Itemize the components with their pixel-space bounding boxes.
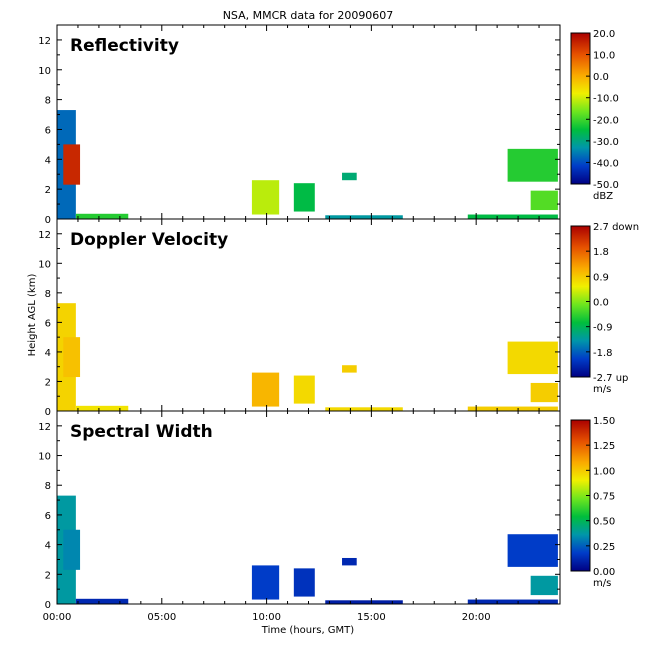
y-axis-label: Height AGL (km) bbox=[27, 274, 38, 357]
echo-region-7 bbox=[325, 215, 403, 219]
colorbar-2: 2.7 down 1.8 0.9 0.0 -0.9 -1.8 -2.7 upm/s bbox=[570, 222, 639, 395]
echo-region-4 bbox=[251, 180, 280, 215]
colorbar-tick-label: 0.00 bbox=[593, 567, 615, 578]
echo-region-2 bbox=[63, 529, 81, 570]
colorbar-tick-label: 0.0 bbox=[593, 298, 609, 309]
echo-region-8 bbox=[467, 599, 558, 604]
y-tick-label: 0 bbox=[45, 215, 51, 226]
colorbar-unit: m/s bbox=[593, 384, 611, 395]
colorbar-tick-label: -20.0 bbox=[593, 115, 619, 126]
echo-region-6 bbox=[342, 557, 357, 566]
echo-region-10 bbox=[530, 382, 558, 403]
y-tick-label: 2 bbox=[45, 185, 51, 196]
x-tick-label: 20:00 bbox=[462, 612, 491, 623]
colorbar-tick-label: -40.0 bbox=[593, 158, 619, 169]
y-tick-label: 2 bbox=[45, 570, 51, 581]
colorbar-tick-label: 1.8 bbox=[593, 247, 609, 258]
chart-title: NSA, MMCR data for 20090607 bbox=[223, 9, 394, 22]
y-tick-label: 12 bbox=[38, 230, 51, 241]
echo-region-8 bbox=[467, 214, 558, 219]
colorbar-tick-label: -30.0 bbox=[593, 137, 619, 148]
colorbar-unit: m/s bbox=[593, 578, 611, 589]
echo-region-3 bbox=[75, 405, 129, 411]
y-tick-label: 8 bbox=[45, 481, 51, 492]
y-tick-label: 6 bbox=[45, 125, 51, 136]
y-tick-label: 10 bbox=[38, 66, 51, 77]
y-tick-label: 0 bbox=[45, 600, 51, 611]
echo-region-3 bbox=[75, 598, 129, 604]
y-tick-label: 8 bbox=[45, 96, 51, 107]
y-tick-label: 6 bbox=[45, 511, 51, 522]
colorbar-tick-label: 2.7 down bbox=[593, 222, 639, 233]
echo-region-2 bbox=[63, 337, 81, 378]
echo-region-2 bbox=[63, 144, 81, 185]
panel-title: Reflectivity bbox=[70, 36, 179, 56]
colorbar-tick-label: 0.75 bbox=[593, 492, 615, 503]
echo-region-10 bbox=[530, 575, 558, 596]
colorbar-tick-label: 0.50 bbox=[593, 517, 615, 528]
colorbar-tick-label: -50.0 bbox=[593, 180, 619, 191]
x-axis-label: Time (hours, GMT) bbox=[261, 625, 355, 636]
colorbar-3: 1.50 1.25 1.00 0.75 0.50 0.25 0.00m/s bbox=[570, 416, 615, 589]
colorbar-tick-label: -2.7 up bbox=[593, 373, 628, 384]
x-tick-label: 10:00 bbox=[252, 612, 281, 623]
echo-region-3 bbox=[75, 213, 129, 219]
y-tick-label: 4 bbox=[45, 348, 51, 359]
colorbar-tick-label: 0.25 bbox=[593, 542, 615, 553]
echo-region-10 bbox=[530, 190, 558, 211]
colorbar-unit: dBZ bbox=[593, 191, 613, 202]
y-tick-label: 2 bbox=[45, 377, 51, 388]
echo-region-4 bbox=[251, 372, 280, 407]
y-tick-label: 10 bbox=[38, 259, 51, 270]
x-tick-label: 05:00 bbox=[147, 612, 176, 623]
colorbar-tick-label: -0.9 bbox=[593, 323, 613, 334]
echo-region-7 bbox=[325, 600, 403, 604]
echo-region-4 bbox=[251, 565, 280, 600]
panel-title: Doppler Velocity bbox=[70, 230, 228, 250]
echo-region-6 bbox=[342, 172, 357, 181]
echo-region-6 bbox=[342, 365, 357, 373]
y-tick-label: 10 bbox=[38, 452, 51, 463]
panel-title: Spectral Width bbox=[70, 422, 213, 442]
echo-region-9 bbox=[507, 341, 558, 375]
panel-2: 0 2 4 6 8 10 12 Doppler Velocity 2.7 down 1.8 0.9 0… bbox=[38, 218, 639, 418]
panel-1: 0 2 4 6 8 10 12 Reflectivity 20.0 10.0 0.0 -10.0 -20… bbox=[38, 24, 619, 226]
x-tick-label: 00:00 bbox=[43, 612, 72, 623]
colorbar-bar bbox=[570, 32, 591, 185]
y-tick-label: 4 bbox=[45, 541, 51, 552]
echo-region-9 bbox=[507, 534, 558, 567]
colorbar-tick-label: -1.8 bbox=[593, 348, 613, 359]
y-tick-label: 12 bbox=[38, 36, 51, 47]
y-tick-label: 8 bbox=[45, 289, 51, 300]
colorbar-tick-label: 0.0 bbox=[593, 72, 609, 83]
colorbar-tick-label: 1.00 bbox=[593, 466, 615, 477]
y-tick-label: 12 bbox=[38, 422, 51, 433]
echo-region-7 bbox=[325, 407, 403, 411]
colorbar-tick-label: 10.0 bbox=[593, 51, 615, 62]
x-tick-label: 15:00 bbox=[357, 612, 386, 623]
colorbar-tick-label: -10.0 bbox=[593, 94, 619, 105]
echo-region-5 bbox=[293, 183, 315, 212]
colorbar-tick-label: 20.0 bbox=[593, 29, 615, 40]
echo-region-5 bbox=[293, 375, 315, 404]
y-tick-label: 6 bbox=[45, 318, 51, 329]
colorbar-tick-label: 1.50 bbox=[593, 416, 615, 427]
echo-region-5 bbox=[293, 568, 315, 597]
colorbar-tick-label: 0.9 bbox=[593, 272, 609, 283]
y-tick-label: 4 bbox=[45, 155, 51, 166]
x-tick-labels: 00:00 05:00 10:00 15:00 20:00 bbox=[43, 612, 491, 623]
panel-3: 0 2 4 6 8 10 12 Spectral Width 1.50 1.25 1.00 0.75 0… bbox=[38, 410, 615, 611]
colorbar-tick-label: 1.25 bbox=[593, 441, 615, 452]
echo-region-8 bbox=[467, 406, 558, 411]
echo-region-9 bbox=[507, 148, 558, 182]
y-tick-label: 0 bbox=[45, 407, 51, 418]
